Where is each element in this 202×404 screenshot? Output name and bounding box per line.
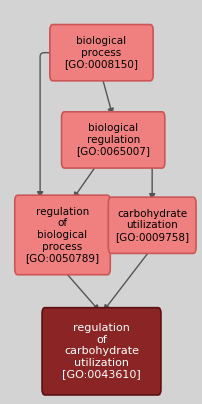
FancyBboxPatch shape <box>108 197 195 253</box>
FancyBboxPatch shape <box>42 308 160 395</box>
Text: biological
regulation
[GO:0065007]: biological regulation [GO:0065007] <box>76 123 149 156</box>
Text: biological
process
[GO:0008150]: biological process [GO:0008150] <box>64 36 138 69</box>
Text: regulation
of
carbohydrate
utilization
[GO:0043610]: regulation of carbohydrate utilization [… <box>62 323 140 379</box>
FancyBboxPatch shape <box>15 195 110 275</box>
Text: regulation
of
biological
process
[GO:0050789]: regulation of biological process [GO:005… <box>25 207 99 263</box>
FancyBboxPatch shape <box>61 112 164 168</box>
FancyBboxPatch shape <box>50 25 152 81</box>
Text: carbohydrate
utilization
[GO:0009758]: carbohydrate utilization [GO:0009758] <box>115 209 188 242</box>
